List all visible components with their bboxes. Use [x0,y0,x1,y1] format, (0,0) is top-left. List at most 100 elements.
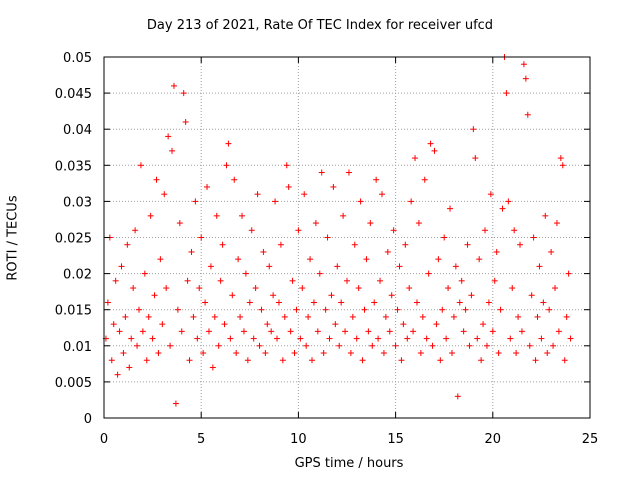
data-point [198,234,205,241]
data-point [202,299,209,306]
data-point [555,328,562,335]
x-tick-label: 25 [582,432,599,447]
x-axis-label: GPS time / hours [294,456,404,471]
data-point [417,350,424,357]
tick-labels: 0 5 10 15 20 25 0 0.005 0.01 0.015 0.02 0.025 0.03 0.… [55,51,598,447]
data-point [447,205,454,212]
y-tick-label: 0.035 [55,159,92,174]
data-point [478,357,485,364]
data-point [258,306,265,313]
data-point [380,350,387,357]
data-point [563,313,570,320]
data-point [552,285,559,292]
data-point [357,198,364,205]
data-point [225,140,232,147]
data-point [517,241,524,248]
data-point [425,270,432,277]
data-point [120,350,127,357]
data-point [287,328,294,335]
data-point [272,198,279,205]
data-point [511,227,518,234]
data-point [256,342,263,349]
data-point [149,335,156,342]
data-point [369,342,376,349]
data-point [466,342,473,349]
data-point [128,335,135,342]
data-point [382,313,389,320]
data-point [472,155,479,162]
data-point [518,328,525,335]
data-point [485,299,492,306]
data-point [279,357,286,364]
data-point [371,299,378,306]
data-point [345,169,352,176]
data-point [165,133,172,140]
data-point [363,256,370,263]
x-tick-label: 5 [197,432,205,447]
data-point [163,285,170,292]
x-tick-label: 0 [100,432,108,447]
data-point [205,328,212,335]
data-point [184,277,191,284]
data-point [542,212,549,219]
data-point [240,328,247,335]
data-point [217,277,224,284]
data-point [394,306,401,313]
data-point [367,220,374,227]
data-point [104,299,111,306]
data-point [295,227,302,234]
data-point [161,191,168,198]
data-point [275,299,282,306]
data-point [553,220,560,227]
data-point [550,342,557,349]
data-point [134,342,141,349]
data-point [235,256,242,263]
data-point [143,357,150,364]
y-tick-label: 0.05 [63,51,92,66]
data-point [530,234,537,241]
data-point [301,191,308,198]
y-tick-label: 0.005 [55,376,92,391]
chart-title: Day 213 of 2021, Rate Of TEC Index for r… [146,18,494,33]
data-point [242,270,249,277]
data-point [415,220,422,227]
data-point [124,241,131,248]
data-point [215,342,222,349]
x-tick-label: 15 [387,432,404,447]
data-point [377,277,384,284]
data-point [324,234,331,241]
data-point [299,285,306,292]
y-tick-label: 0.03 [63,195,92,210]
data-point [540,299,547,306]
data-point [239,212,246,219]
data-point [340,212,347,219]
data-point [332,321,339,328]
data-point [338,299,345,306]
data-point [139,328,146,335]
data-point [186,357,193,364]
y-tick-label: 0.025 [55,232,92,247]
data-point [219,241,226,248]
data-point [110,321,117,328]
data-point [132,227,139,234]
data-point [157,256,164,263]
data-point [439,306,446,313]
data-point [503,90,510,97]
data-point [450,313,457,320]
data-point [497,306,504,313]
data-point [489,328,496,335]
data-point [460,328,467,335]
data-point [213,212,220,219]
data-point [443,335,450,342]
data-point [336,342,343,349]
axis-ticks [103,56,591,419]
data-point [458,277,465,284]
data-point [476,256,483,263]
data-point [423,335,430,342]
data-point [522,75,529,82]
data-point [172,400,179,407]
data-point [454,393,461,400]
data-point [412,155,419,162]
data-point [207,263,214,270]
data-point [233,350,240,357]
